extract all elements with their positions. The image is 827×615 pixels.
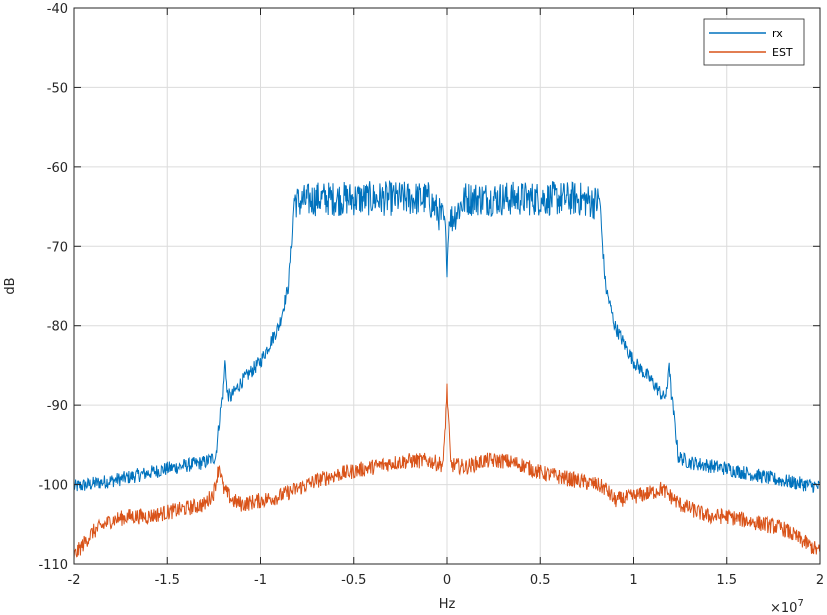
legend-label-rx: rx [772,27,783,40]
legend: rx EST [703,18,805,66]
y-tick-label: -90 [47,399,68,414]
x-tick-label: -0.5 [341,573,366,588]
y-tick-label: -110 [38,558,68,573]
x-tick-label: -2 [68,573,81,588]
y-tick-label: -80 [47,320,68,335]
x-axis-exponent: ×107 [770,598,804,615]
legend-label-est: EST [772,46,793,59]
x-tick-label: 0 [443,573,451,588]
series-layer [73,179,821,560]
series-line-rx [73,179,820,493]
y-tick-label: -40 [47,2,68,17]
y-axis-label: dB [3,277,18,294]
x-tick-label: 1 [629,573,637,588]
x-axis-label: Hz [439,597,456,612]
y-tick-label: -50 [47,81,68,96]
x-tick-label: -1 [254,573,267,588]
tick-layer [73,7,821,565]
tick-label-layer: -2 -1.5 -1 -0.5 0 0.5 1 1.5 2 -110 -100 -90 -80 -70 -6… [38,2,824,588]
y-tick-label: -70 [47,240,68,255]
x-tick-label: 1.5 [716,573,737,588]
x-tick-label: 2 [816,573,824,588]
x-tick-label: 0.5 [530,573,551,588]
y-tick-label: -60 [47,161,68,176]
x-tick-label: -1.5 [155,573,180,588]
series-line-est [73,383,821,560]
legend-box [703,18,805,66]
y-tick-label: -100 [38,479,68,494]
